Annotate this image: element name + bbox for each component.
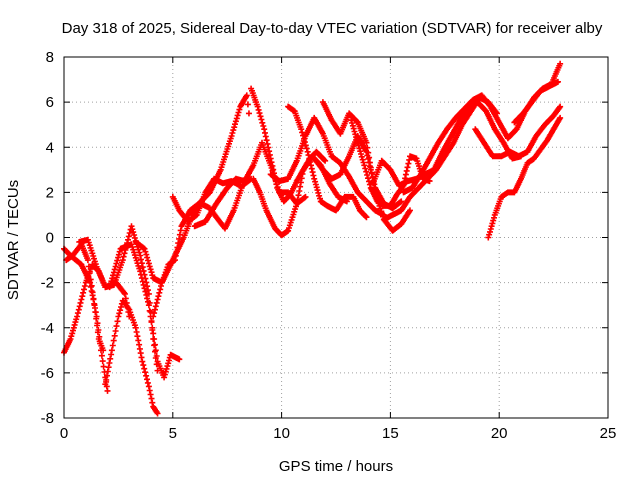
series-sat-18 <box>370 99 524 189</box>
series-plus-marks <box>485 114 564 241</box>
chart-title: Day 318 of 2025, Sidereal Day-to-day VTE… <box>62 20 603 37</box>
series-sat-4 <box>76 223 161 374</box>
plot-border <box>63 56 609 419</box>
series-plus-marks <box>61 245 111 394</box>
series-plus-marks <box>319 99 413 234</box>
series-plus-marks <box>370 99 524 189</box>
x-tick-label: 15 <box>382 425 399 442</box>
series-sat-16 <box>319 99 413 234</box>
y-tick-label: -6 <box>41 365 54 382</box>
series-plus-marks <box>102 297 161 417</box>
series-plus-marks <box>76 223 161 374</box>
x-tick-label: 10 <box>273 425 290 442</box>
x-tick-label: 25 <box>600 425 617 442</box>
y-tick-label: -4 <box>41 320 54 337</box>
series-sat-12 <box>250 153 350 239</box>
series-plus-marks <box>63 241 107 354</box>
x-tick-label: 0 <box>60 425 68 442</box>
y-axis-label: SDTVAR / TECUs <box>5 180 22 300</box>
series-sat-5 <box>102 297 161 417</box>
series-sat-14 <box>285 103 370 221</box>
series-sat-1 <box>61 245 111 394</box>
x-tick-label: 5 <box>169 425 177 442</box>
series-sat-6 <box>106 241 183 381</box>
series-sat-23 <box>511 78 561 126</box>
y-tick-label: 2 <box>46 184 54 201</box>
x-tick-label: 20 <box>491 425 508 442</box>
series-plus-marks <box>285 103 370 221</box>
y-tick-label: -8 <box>41 410 54 427</box>
series-plus-marks <box>472 103 564 160</box>
series-plus-marks <box>132 92 252 286</box>
y-tick-label: 8 <box>46 49 54 66</box>
x-axis-label: GPS time / hours <box>279 458 393 475</box>
data-marks <box>61 60 564 417</box>
series-plus-marks <box>511 78 561 126</box>
series-sat-13 <box>267 114 387 218</box>
series-sat-21 <box>472 103 564 160</box>
series-plus-marks <box>267 114 387 218</box>
series-sat-22 <box>485 114 564 241</box>
series-plus-marks <box>250 153 350 239</box>
series-plus-marks <box>106 241 183 381</box>
series-sat-7 <box>132 92 252 286</box>
y-tick-label: 4 <box>46 139 54 156</box>
y-tick-label: 0 <box>46 230 54 247</box>
y-tick-label: -2 <box>41 275 54 292</box>
series-sat-2 <box>63 241 107 354</box>
y-tick-label: 6 <box>46 94 54 111</box>
